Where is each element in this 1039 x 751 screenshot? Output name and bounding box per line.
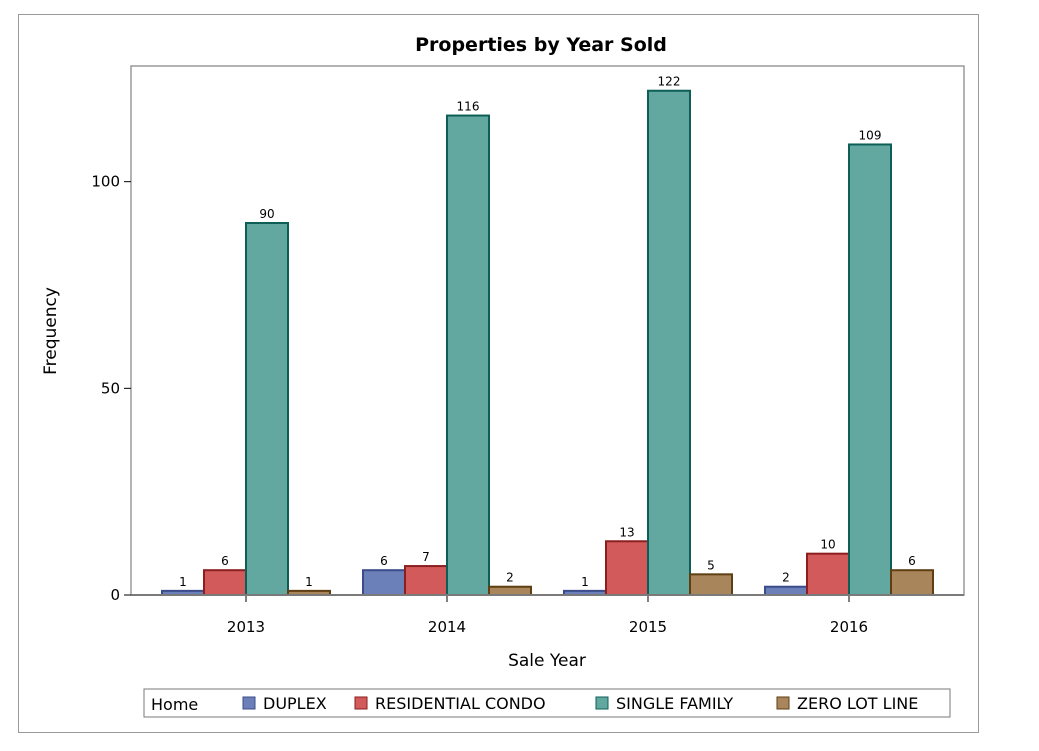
data-label: 2 [506, 571, 514, 585]
data-label: 6 [221, 554, 229, 568]
data-label: 109 [859, 128, 882, 142]
bar-residential-condo-2016 [806, 552, 850, 596]
x-tick-label: 2015 [629, 618, 667, 636]
legend-swatch [354, 696, 368, 710]
data-label: 7 [422, 550, 430, 564]
y-axis: 0 50 100 [91, 173, 131, 604]
legend-swatch [242, 696, 256, 710]
bar-single-family-2016 [848, 143, 892, 596]
bar-zero-lot-line-2014 [488, 585, 532, 596]
legend-title: Home [151, 695, 198, 714]
x-tick-label: 2016 [830, 618, 868, 636]
data-label: 122 [658, 75, 681, 89]
data-label: 6 [908, 554, 916, 568]
x-tick-label: 2013 [227, 618, 265, 636]
bar-residential-condo-2014 [404, 565, 448, 596]
data-labels: 1 6 90 1 6 7 116 2 1 13 122 5 2 10 109 6 [179, 75, 916, 589]
x-axis-label: Sale Year [508, 651, 586, 671]
data-label: 2 [782, 571, 790, 585]
legend-swatch [595, 696, 609, 710]
y-tick-label: 50 [101, 379, 120, 397]
y-tick-label: 0 [110, 586, 120, 604]
data-label: 1 [305, 575, 313, 589]
data-label: 90 [259, 207, 274, 221]
bar-residential-condo-2013 [203, 569, 247, 596]
data-label: 13 [619, 525, 634, 539]
bar-duplex-2014 [362, 569, 406, 596]
bar-residential-condo-2015 [605, 540, 649, 596]
y-axis-label: Frequency [41, 287, 61, 375]
bar-zero-lot-line-2016 [890, 569, 934, 596]
bar-zero-lot-line-2015 [689, 573, 733, 596]
bars [161, 89, 934, 597]
data-label: 10 [820, 538, 835, 552]
data-label: 5 [707, 558, 715, 572]
legend-label: ZERO LOT LINE [797, 694, 918, 713]
x-axis: 2013 2014 2015 2016 [227, 595, 868, 636]
data-label: 1 [581, 575, 589, 589]
bar-single-family-2015 [647, 89, 691, 596]
y-tick-label: 100 [91, 173, 120, 191]
data-label: 1 [179, 575, 187, 589]
bar-duplex-2016 [764, 585, 808, 596]
legend-label: RESIDENTIAL CONDO [375, 694, 546, 713]
legend-label: DUPLEX [263, 694, 327, 713]
bar-single-family-2013 [245, 222, 289, 597]
x-tick-label: 2014 [428, 618, 466, 636]
data-label: 116 [457, 100, 480, 114]
chart-title: Properties by Year Sold [415, 34, 667, 56]
bar-single-family-2014 [446, 114, 490, 596]
legend-label: SINGLE FAMILY [616, 694, 733, 713]
legend-swatch [776, 696, 790, 710]
legend-box [143, 688, 951, 718]
data-label: 6 [380, 554, 388, 568]
legend: Home DUPLEX RESIDENTIAL CONDO SINGLE FAMIL… [143, 688, 951, 718]
